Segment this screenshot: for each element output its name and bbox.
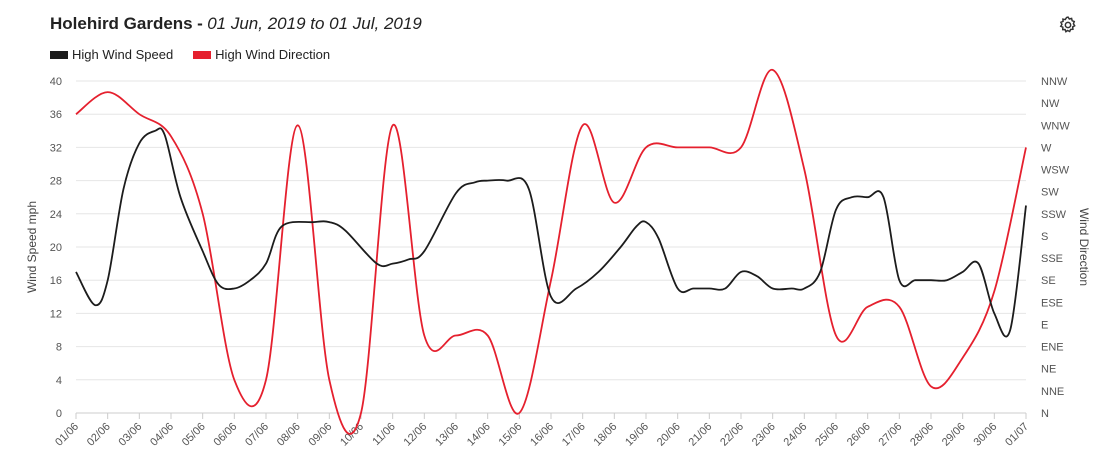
- x-tick-label: 18/06: [592, 421, 620, 449]
- x-tick-label: 17/06: [560, 421, 588, 449]
- series-line-high-wind-direction: [75, 69, 1027, 435]
- legend-label-direction: High Wind Direction: [215, 47, 331, 62]
- y-left-tick-label: 32: [50, 142, 62, 154]
- x-tick-label: 21/06: [687, 421, 715, 449]
- x-tick-label: 08/06: [275, 421, 303, 449]
- chart-header: Holehird Gardens - 01 Jun, 2019 to 01 Ju…: [50, 14, 422, 38]
- x-tick-label: 23/06: [750, 421, 778, 449]
- x-tick-label: 28/06: [908, 421, 936, 449]
- y-right-tick-label: E: [1041, 319, 1048, 331]
- gear-icon[interactable]: [1058, 15, 1078, 35]
- legend-item-speed[interactable]: High Wind Speed: [50, 47, 173, 62]
- y-right-tick-label: WNW: [1041, 120, 1070, 132]
- y-left-tick-label: 28: [50, 176, 62, 188]
- x-tick-label: 06/06: [212, 421, 240, 449]
- legend: High Wind Speed High Wind Direction: [50, 47, 330, 62]
- y-right-tick-label: WSW: [1041, 165, 1070, 177]
- legend-swatch-direction: [193, 50, 212, 59]
- y-left-tick-label: 4: [56, 375, 62, 387]
- y-right-tick-label: NE: [1041, 364, 1056, 376]
- y-right-tick-label: SW: [1041, 187, 1059, 199]
- y-left-tick-label: 8: [56, 342, 62, 354]
- x-tick-label: 11/06: [370, 421, 397, 448]
- y-right-tick-label: N: [1041, 408, 1049, 420]
- y-left-tick-label: 24: [50, 209, 62, 221]
- x-tick-label: 24/06: [782, 421, 810, 449]
- x-tick-label: 05/06: [180, 421, 208, 449]
- title-separator: -: [197, 14, 203, 33]
- x-tick-label: 02/06: [85, 421, 113, 449]
- x-tick-label: 15/06: [497, 421, 525, 449]
- x-tick-label: 22/06: [718, 421, 746, 449]
- chart-title: Holehird Gardens: [50, 14, 193, 33]
- x-tick-label: 26/06: [845, 421, 873, 449]
- x-tick-label: 12/06: [402, 421, 430, 449]
- x-tick-label: 07/06: [243, 421, 271, 449]
- y-left-tick-label: 12: [50, 308, 62, 320]
- x-tick-label: 19/06: [623, 421, 651, 449]
- x-tick-label: 13/06: [433, 421, 461, 449]
- y-left-tick-label: 36: [50, 109, 62, 121]
- y-right-tick-label: W: [1041, 142, 1052, 154]
- x-tick-label: 01/06: [53, 421, 81, 449]
- x-tick-label: 03/06: [117, 421, 145, 449]
- y-right-tick-label: ENE: [1041, 342, 1064, 354]
- legend-label-speed: High Wind Speed: [72, 47, 174, 62]
- y-right-axis-title: Wind Direction: [1077, 208, 1091, 286]
- x-tick-label: 30/06: [972, 421, 1000, 449]
- y-left-tick-label: 16: [50, 275, 62, 287]
- y-right-tick-label: NNE: [1041, 386, 1064, 398]
- legend-item-direction[interactable]: High Wind Direction: [193, 47, 330, 62]
- x-tick-label: 14/06: [465, 421, 493, 449]
- y-right-tick-label: SSW: [1041, 209, 1067, 221]
- y-right-tick-label: SE: [1041, 275, 1056, 287]
- x-tick-label: 25/06: [813, 421, 841, 449]
- y-left-axis-title: Wind Speed mph: [25, 201, 39, 293]
- y-left-tick-label: 40: [50, 76, 62, 88]
- x-tick-label: 09/06: [307, 421, 335, 449]
- y-left-tick-label: 0: [56, 408, 62, 420]
- x-tick-label: 29/06: [940, 421, 968, 449]
- y-right-tick-label: SSE: [1041, 253, 1063, 265]
- x-tick-label: 01/07: [1003, 421, 1031, 449]
- x-tick-label: 27/06: [877, 421, 905, 449]
- y-right-tick-label: NW: [1041, 98, 1060, 110]
- date-range: 01 Jun, 2019 to 01 Jul, 2019: [207, 14, 422, 33]
- series-line-high-wind-speed: [75, 127, 1027, 338]
- x-tick-label: 16/06: [528, 421, 556, 449]
- legend-swatch-speed: [50, 50, 68, 59]
- y-right-tick-label: NNW: [1041, 76, 1068, 88]
- y-right-tick-label: S: [1041, 231, 1048, 243]
- x-tick-label: 04/06: [148, 421, 176, 449]
- y-left-tick-label: 20: [50, 242, 62, 254]
- y-right-tick-label: ESE: [1041, 297, 1063, 309]
- x-tick-label: 20/06: [655, 421, 683, 449]
